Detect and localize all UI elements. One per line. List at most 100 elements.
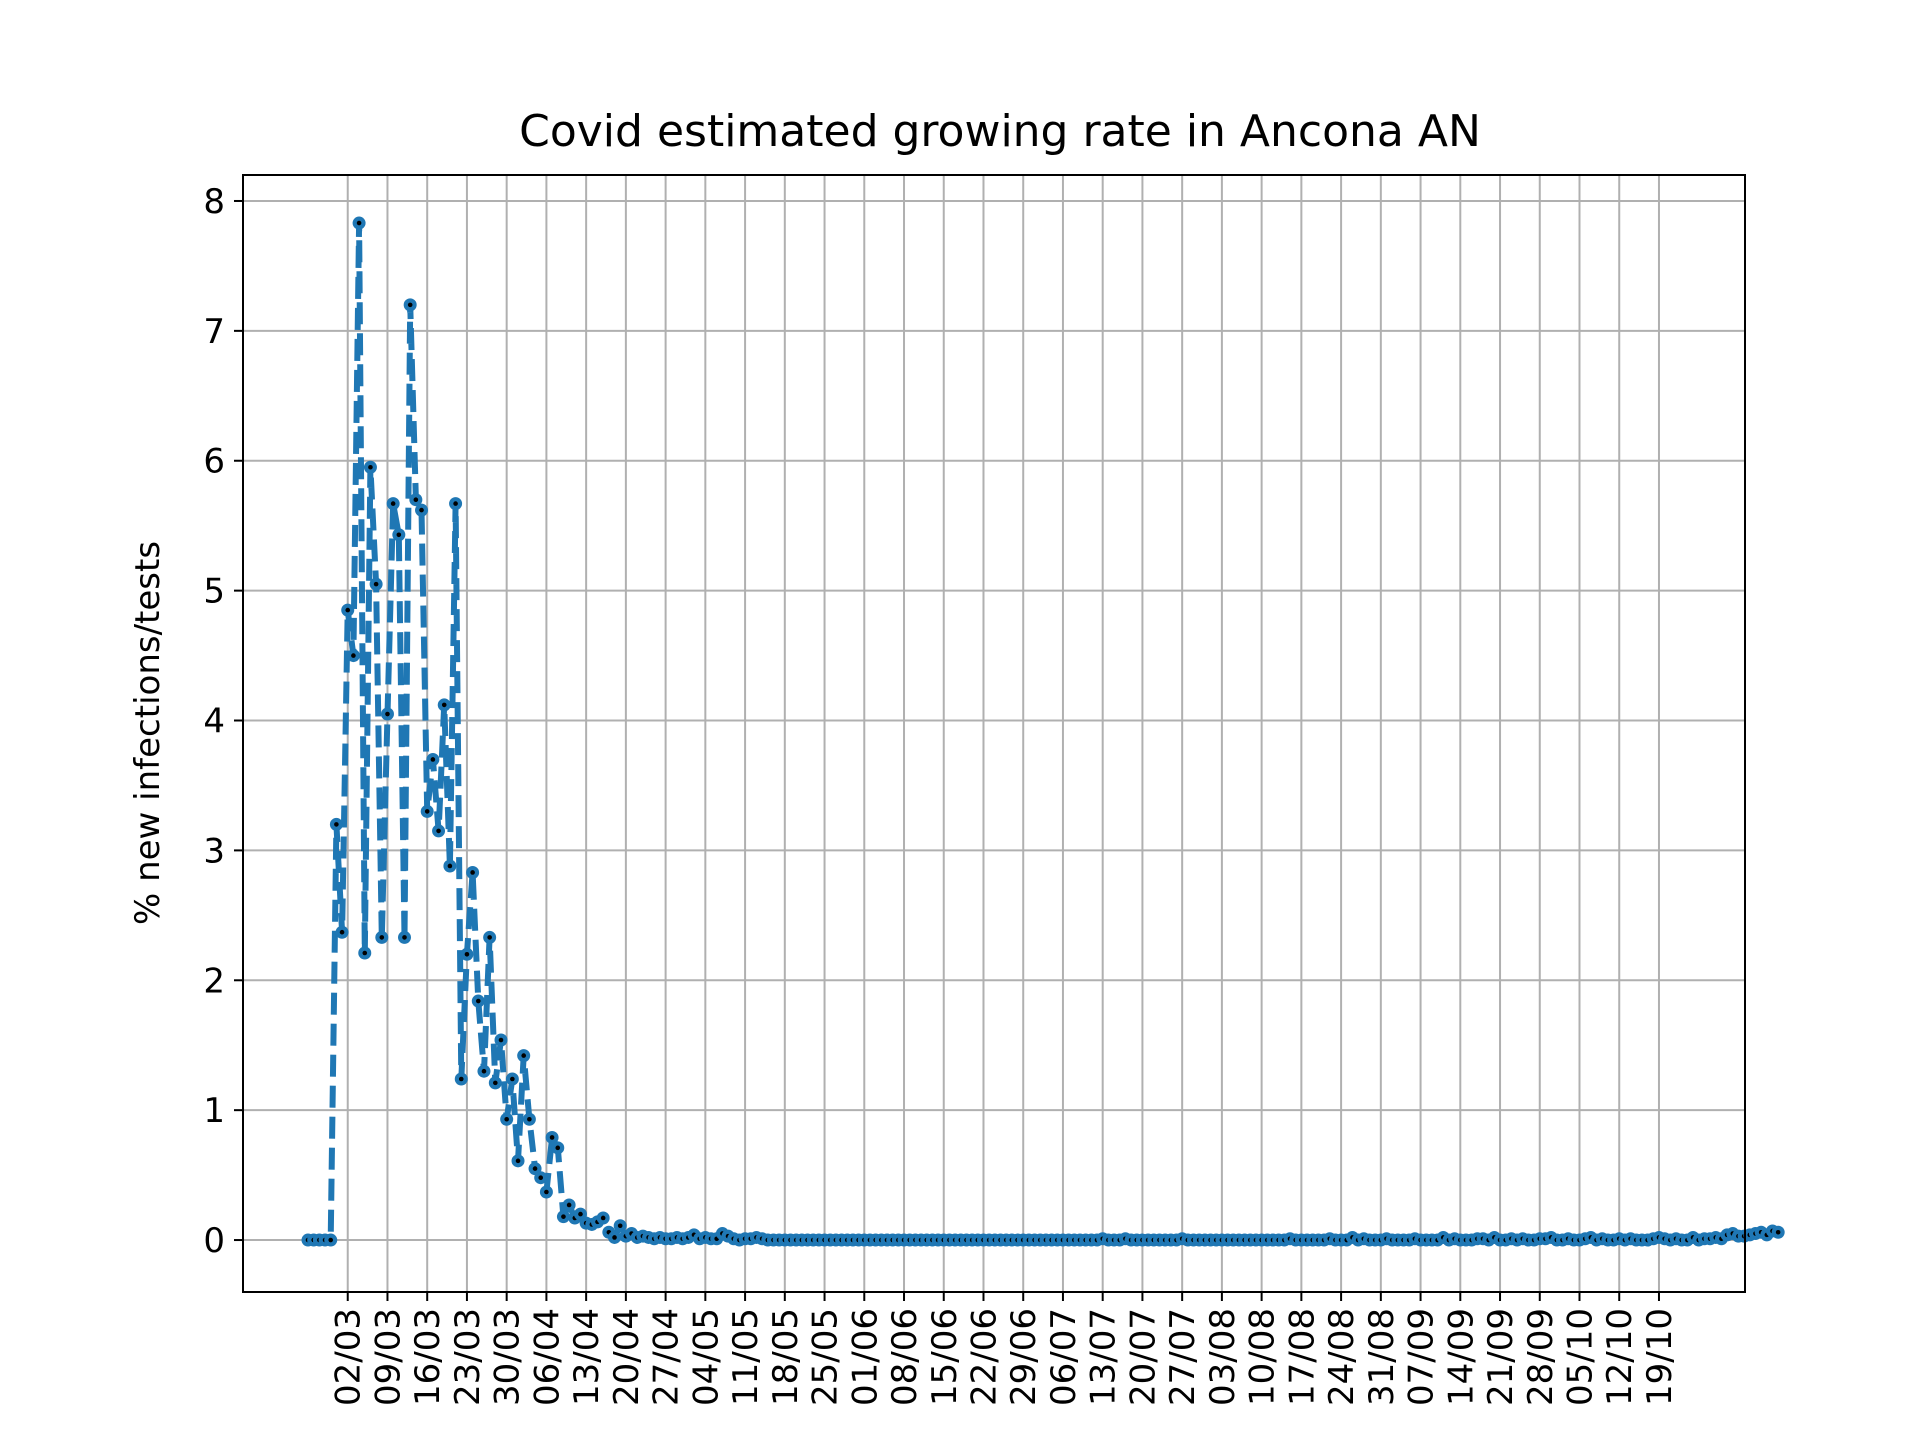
chart-title: Covid estimated growing rate in Ancona A… [519,106,1481,157]
x-tick-label: 16/03 [408,1308,448,1406]
data-point-center [436,828,441,834]
data-point-center [458,1076,464,1082]
y-axis-label: % new infections/tests [128,541,168,925]
y-tick-label: 5 [203,572,225,612]
data-point-center [561,1214,566,1219]
data-point-center [1775,1229,1781,1235]
x-tick-label: 08/06 [885,1308,925,1406]
data-point-center [481,1068,487,1074]
x-tick-label: 23/03 [448,1308,488,1406]
data-point-center [328,1237,334,1243]
x-tick-label: 25/05 [806,1308,846,1406]
x-axis: 02/03 09/03 16/03 23/03 30/03 06/04 13/04 20/04… [329,1292,1680,1406]
data-point-center [339,929,345,935]
x-tick-label: 19/10 [1640,1308,1680,1406]
series-line [308,220,1779,1243]
y-tick-label: 8 [203,182,225,222]
plot-frame [242,174,1746,1293]
data-point-center [600,1215,606,1221]
y-tick-label: 4 [203,702,225,742]
x-tick-label: 12/10 [1600,1308,1640,1406]
data-point-center [504,1116,509,1122]
x-tick-label: 27/04 [647,1308,687,1406]
data-point-center [368,464,373,470]
y-tick-label: 6 [203,442,225,482]
x-tick-label: 27/07 [1163,1308,1203,1406]
x-tick-label: 13/04 [567,1308,607,1406]
data-point-center [334,822,339,827]
data-point-center [447,863,453,869]
series-layer [301,216,1785,1247]
data-point-center [407,302,413,308]
data-point-center [498,1037,504,1043]
data-point-center [566,1202,572,1208]
x-tick-label: 02/03 [329,1308,369,1406]
x-tick-label: 07/09 [1402,1308,1442,1406]
y-tick-label: 1 [203,1091,225,1131]
data-point-center [538,1175,544,1181]
x-tick-label: 29/06 [1004,1308,1044,1406]
x-tick-label: 22/06 [964,1308,1004,1406]
data-point-center [464,952,470,957]
data-point-center [515,1158,521,1164]
data-point-center [617,1223,623,1229]
x-tick-label: 05/10 [1561,1308,1601,1406]
data-point-center [396,532,402,538]
y-tick-label: 3 [203,831,225,871]
x-tick-label: 06/07 [1044,1308,1084,1406]
x-tick-label: 15/06 [925,1308,965,1406]
x-tick-label: 01/06 [845,1308,885,1406]
x-tick-label: 18/05 [766,1308,806,1406]
data-point-center [385,711,390,717]
x-tick-label: 28/09 [1521,1308,1561,1406]
data-point-center [521,1053,527,1058]
data-point-center [532,1166,538,1171]
x-tick-label: 04/05 [686,1308,726,1406]
data-point-center [345,607,351,613]
data-point-center [510,1076,515,1082]
x-tick-label: 10/08 [1243,1308,1283,1406]
data-point-center [544,1189,549,1195]
data-point-center [475,998,481,1004]
data-point-center [430,757,436,762]
x-tick-label: 09/03 [368,1308,408,1406]
data-point-center [493,1080,498,1086]
x-tick-label: 20/04 [607,1308,647,1406]
data-point-center [424,809,430,814]
data-point-center [390,501,396,506]
data-point-center [549,1135,555,1140]
y-axis: 0 1 2 3 4 5 6 7 8 [203,182,243,1261]
data-point-center [419,507,424,513]
grid [243,175,1745,1292]
x-tick-label: 31/08 [1362,1308,1402,1406]
x-tick-label: 06/04 [527,1308,567,1406]
x-tick-label: 24/08 [1322,1308,1362,1406]
x-tick-label: 30/03 [488,1308,528,1406]
data-point-center [402,935,407,940]
data-point-center [453,501,458,506]
x-tick-label: 13/07 [1084,1308,1124,1406]
x-tick-label: 14/09 [1441,1308,1481,1406]
data-point-center [373,581,379,587]
x-tick-label: 21/09 [1481,1308,1521,1406]
data-point-center [470,870,475,875]
data-point-center [555,1145,561,1151]
data-point-center [379,935,385,940]
data-point-center [441,702,447,708]
x-tick-label: 20/07 [1123,1308,1163,1406]
data-point-center [612,1235,617,1240]
y-tick-label: 0 [203,1221,225,1261]
x-tick-label: 11/05 [726,1308,766,1406]
data-point-center [362,950,368,956]
data-point-center [351,653,356,658]
y-tick-label: 7 [203,312,225,352]
y-tick-label: 2 [203,961,225,1001]
data-point-center [578,1211,583,1217]
x-tick-label: 03/08 [1203,1308,1243,1406]
x-tick-label: 17/08 [1282,1308,1322,1406]
data-point-center [356,220,362,226]
data-point-center [527,1116,532,1122]
data-point-center [487,935,492,940]
data-point-center [413,497,419,503]
